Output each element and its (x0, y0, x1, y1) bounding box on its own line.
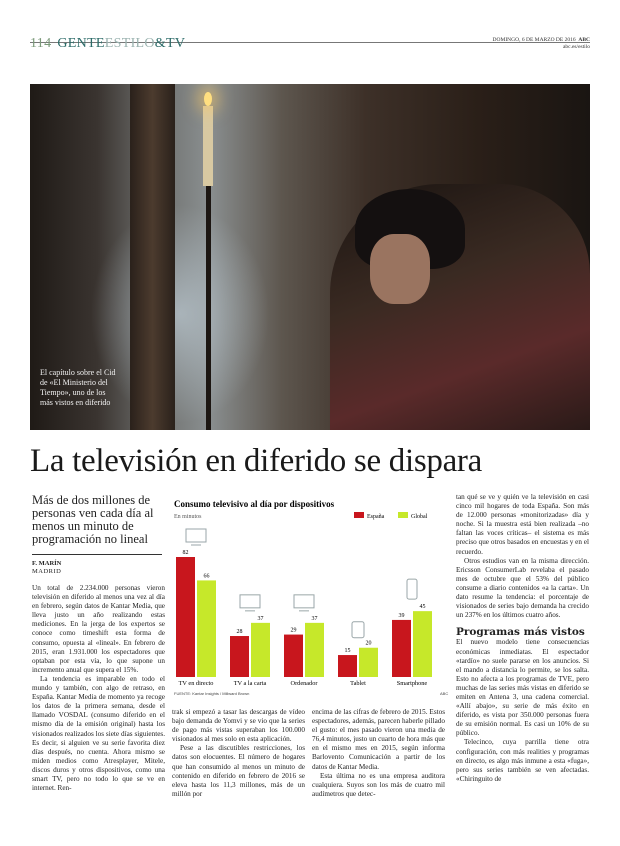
data-label: 37 (312, 616, 318, 622)
data-label: 66 (204, 573, 210, 579)
data-label: 29 (291, 628, 297, 634)
paragraph: Telecinco, cuya parrilla tiene otra conf… (456, 738, 589, 783)
divider (32, 554, 162, 555)
category-label: Smartphone (397, 680, 428, 687)
chart-credit: ABC (440, 691, 448, 696)
bar-global (251, 622, 270, 677)
data-label: 45 (420, 604, 426, 610)
section-url: abc.es/estilo (562, 44, 590, 50)
paragraph: encima de las cifras de febrero de 2015.… (312, 708, 445, 771)
paragraph: trak si empezó a tasar las descargas de … (172, 708, 305, 744)
legend-label-global: Global (411, 514, 428, 520)
bar-espana (284, 634, 303, 677)
article-column-2: trak si empezó a tasar las descargas de … (172, 708, 305, 799)
tablet-touch-icon (351, 621, 365, 639)
paragraph: Un total de 2.234.000 personas vieron te… (32, 584, 165, 674)
bar-global (305, 622, 324, 677)
paragraph: tan qué se ve y quién ve la televisión e… (456, 493, 589, 556)
date-block: DOMINGO, 6 DE MARZO DE 2016 ABC abc.es/e… (493, 37, 590, 51)
computer-icon (293, 594, 315, 612)
photo-caption: El capítulo sobre el Cid de «El Minister… (40, 368, 116, 407)
category-label: TV en directo (179, 680, 214, 687)
data-label: 37 (258, 616, 264, 622)
paragraph: Pese a las discutibles restricciones, lo… (172, 744, 305, 798)
bar-global (197, 580, 216, 677)
paragraph: La tendencia es imparable en todo el mun… (32, 674, 165, 793)
bar-global (413, 611, 432, 677)
page-number: 114 (30, 36, 52, 51)
byline: F. MARÍN MADRID (32, 560, 165, 576)
headline: La televisión en diferido se dispara (30, 443, 482, 479)
location: MADRID (32, 568, 62, 575)
data-label: 20 (366, 641, 372, 647)
bar-global (359, 647, 378, 677)
article-column-1: Un total de 2.234.000 personas vieron te… (32, 584, 165, 793)
legend-swatch-espana (354, 512, 364, 518)
section-subheading: Programas más vistos (456, 626, 585, 639)
subheadline: Más de dos millones de personas ven cada… (32, 493, 154, 546)
paragraph: Otros estudios van en la misma dirección… (456, 556, 589, 620)
chart-subtitle: En minutos (174, 514, 202, 520)
tv-icon (185, 528, 207, 546)
article-column-4: tan qué se ve y quién ve la televisión e… (456, 493, 589, 784)
article-column-3: encima de las cifras de febrero de 2015.… (312, 708, 445, 799)
chart-title: Consumo televisivo al día por dispositiv… (174, 499, 335, 509)
data-label: 39 (399, 613, 405, 619)
smart-tv-wifi-icon (239, 594, 261, 612)
bar-espana (338, 655, 357, 677)
bar-chart: Consumo televisivo al día por dispositiv… (174, 499, 448, 696)
chart-source: FUENTE: Kantar Insights / Millward Brown (174, 691, 249, 696)
category-label: Ordenador (291, 680, 319, 687)
section-name-c: &TV (154, 36, 186, 51)
category-label: Tablet (350, 680, 366, 687)
section-name-b: ESTILO (104, 36, 155, 51)
legend-label-espana: España (367, 514, 385, 520)
bar-espana (230, 636, 249, 677)
section-name: GENTE (57, 36, 105, 51)
paper-name: ABC (578, 37, 590, 43)
smartphone-icon (406, 578, 418, 600)
paragraph: Esta última no es una empresa auditora c… (312, 771, 445, 798)
data-label: 82 (183, 550, 189, 556)
bar-espana (176, 557, 195, 677)
bar-espana (392, 619, 411, 677)
legend-swatch-global (398, 512, 408, 518)
left-column: Más de dos millones de personas ven cada… (32, 494, 165, 793)
date: DOMINGO, 6 DE MARZO DE 2016 (492, 37, 576, 43)
data-label: 28 (237, 629, 243, 635)
paragraph: El nuevo modelo tiene consecuencias econ… (456, 638, 589, 738)
section-header: 114 GENTEESTILO&TV (30, 36, 185, 52)
data-label: 15 (345, 648, 351, 654)
main-photo (30, 84, 590, 430)
header-rule (30, 42, 590, 43)
category-label: TV a la carta (234, 680, 267, 687)
author: F. MARÍN (32, 560, 62, 567)
